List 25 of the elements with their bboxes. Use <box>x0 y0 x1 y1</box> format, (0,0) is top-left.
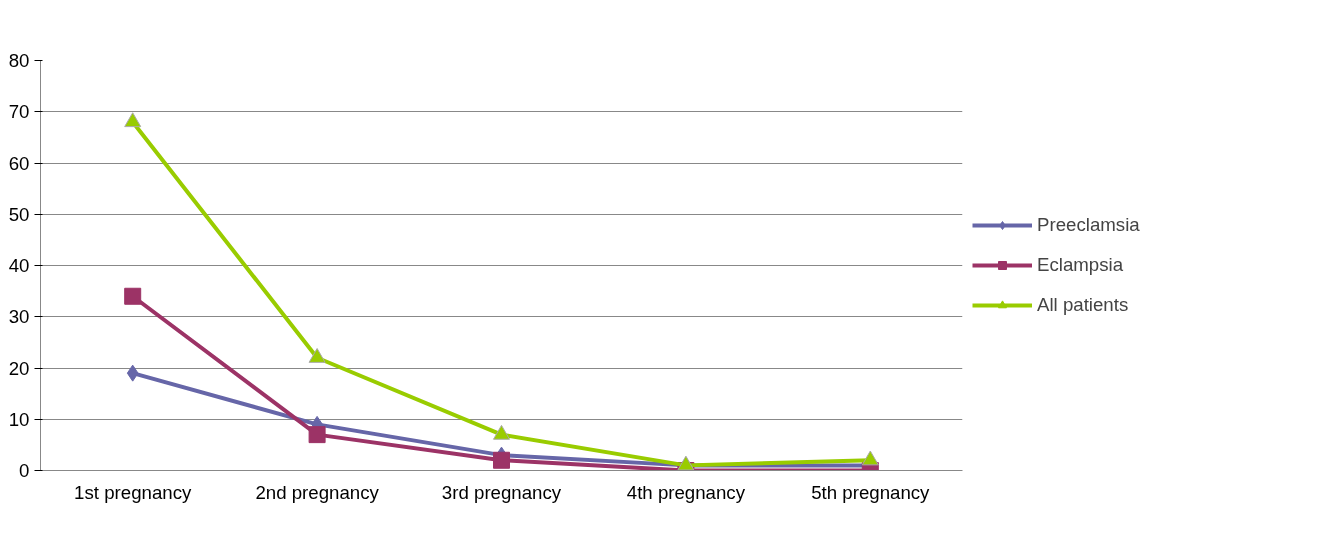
y-tick-label: 60 <box>8 152 30 174</box>
legend-label: Eclampsia <box>1037 254 1124 276</box>
point <box>126 364 139 382</box>
x-tick-label: 1st pregnancy <box>74 481 192 503</box>
point <box>124 112 142 128</box>
y-tick-label: 80 <box>8 50 30 71</box>
y-tick-label: 0 <box>19 460 30 481</box>
y-tick-label: 40 <box>8 255 30 276</box>
point <box>308 348 326 363</box>
y-tick-label: 50 <box>8 203 30 225</box>
point <box>308 426 326 444</box>
legend-label: All patients <box>1037 294 1129 316</box>
x-tick-label: 2nd pregnancy <box>255 481 380 503</box>
legend-label: Preeclamsia <box>1037 214 1140 236</box>
point <box>861 450 879 466</box>
x-tick-label: 3rd pregnancy <box>441 481 562 503</box>
y-tick-label: 20 <box>8 357 30 379</box>
y-tick-label: 10 <box>8 408 30 430</box>
point <box>124 287 142 305</box>
y-tick-label: 70 <box>8 101 30 123</box>
point <box>493 424 510 440</box>
point <box>493 451 510 469</box>
y-tick-label: 30 <box>8 306 30 328</box>
x-tick-label: 4th pregnancy <box>626 481 746 503</box>
x-tick-label: 5th pregnancy <box>811 481 931 503</box>
